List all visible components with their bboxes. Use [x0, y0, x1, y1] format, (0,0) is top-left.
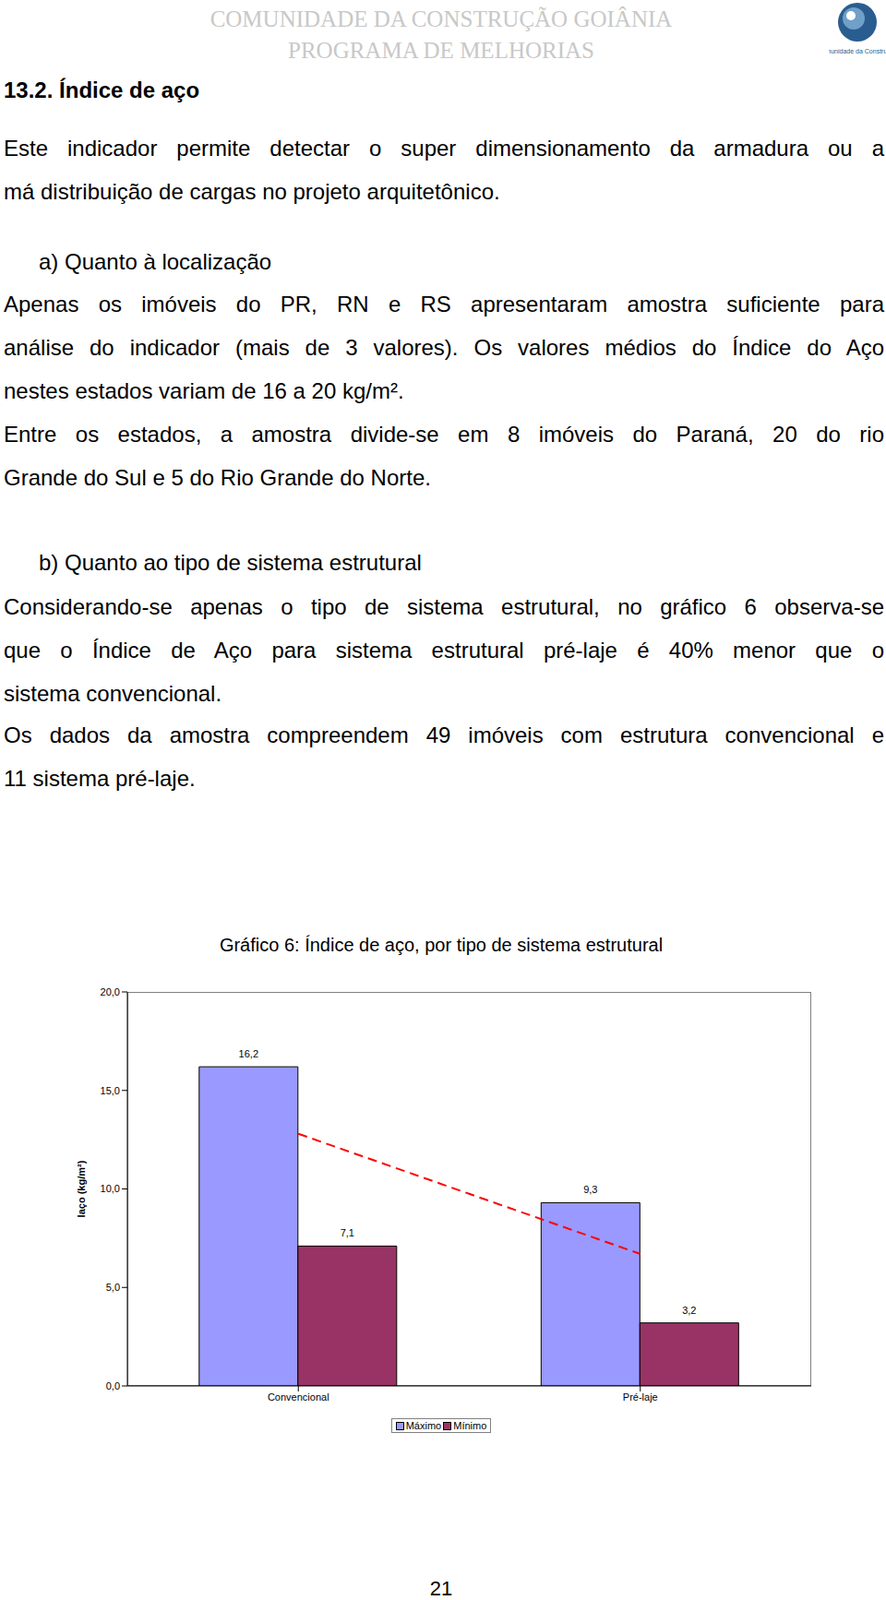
html-text:Apenas os imóveis do PR, RN e: Apenas os imóveis do PR, RN e RS apresen…	[3, 291, 885, 317]
svg-text:Comunidade da Construção: Comunidade da Construção	[828, 47, 879, 56]
html-text:b) Quanto ao tipo de sistema e: b) Quanto ao tipo de sistema estrutural	[38, 550, 422, 575]
svg-text:10,0: 10,0	[100, 1183, 120, 1195]
html-text:que o Índice de Aço para siste: que o Índice de Aço para sistema estrutu…	[3, 637, 885, 663]
svg-text:7,1: 7,1	[340, 1227, 355, 1239]
html-text:Entre os estados, a amostra di: Entre os estados, a amostra divide-se em…	[3, 421, 885, 447]
html-text:análise do indicador (mais de: análise do indicador (mais de 3 valores)…	[3, 335, 885, 360]
html-text:COMUNIDADE DA CONSTRUÇÃO GOIÂN: COMUNIDADE DA CONSTRUÇÃO GOIÂNIA	[210, 6, 673, 32]
html-text:Este indicador permite detecta: Este indicador permite detectar o super …	[3, 135, 885, 161]
html-text:má distribuição de cargas no p: má distribuição de cargas no projeto arq…	[3, 179, 500, 204]
svg-text:Pré-laje: Pré-laje	[622, 1391, 659, 1403]
svg-text:Iaço (kg/m²): Iaço (kg/m²)	[75, 1160, 87, 1218]
html-text:21: 21	[429, 1577, 453, 1600]
html-text:a) Quanto à localização: a) Quanto à localização	[38, 249, 272, 275]
svg-text:9,3: 9,3	[583, 1184, 598, 1196]
html-text:11 sistema pré-laje.: 11 sistema pré-laje.	[3, 766, 196, 791]
html-text:Mínimo: Mínimo	[453, 1420, 487, 1432]
html-text:13.2. Índice de aço: 13.2. Índice de aço	[3, 77, 200, 103]
svg-text:0,0: 0,0	[106, 1380, 120, 1392]
html-text:Os dados da amostra compreende: Os dados da amostra compreendem 49 imóve…	[3, 722, 885, 748]
svg-text:3,2: 3,2	[682, 1305, 696, 1317]
html-text:Gráfico 6: Índice de aço, por: Gráfico 6: Índice de aço, por tipo de si…	[219, 934, 663, 956]
svg-text:15,0: 15,0	[100, 1085, 120, 1097]
html-text:sistema convencional.: sistema convencional.	[3, 681, 222, 707]
svg-text:16,2: 16,2	[239, 1048, 259, 1060]
svg-text:Convencional: Convencional	[267, 1391, 330, 1403]
svg-text:20,0: 20,0	[100, 986, 120, 998]
html-text:PROGRAMA DE MELHORIAS: PROGRAMA DE MELHORIAS	[287, 37, 595, 63]
html-text:Grande do Sul e 5 do Rio Grand: Grande do Sul e 5 do Rio Grande do Norte…	[3, 465, 432, 491]
html-text:Máximo: Máximo	[405, 1420, 442, 1432]
svg-text:5,0: 5,0	[106, 1281, 120, 1294]
html-text:Considerando-se apenas o tipo: Considerando-se apenas o tipo de sistema…	[3, 594, 885, 620]
html-text:nestes estados variam de 16 a: nestes estados variam de 16 a 20 kg/m².	[3, 378, 404, 404]
